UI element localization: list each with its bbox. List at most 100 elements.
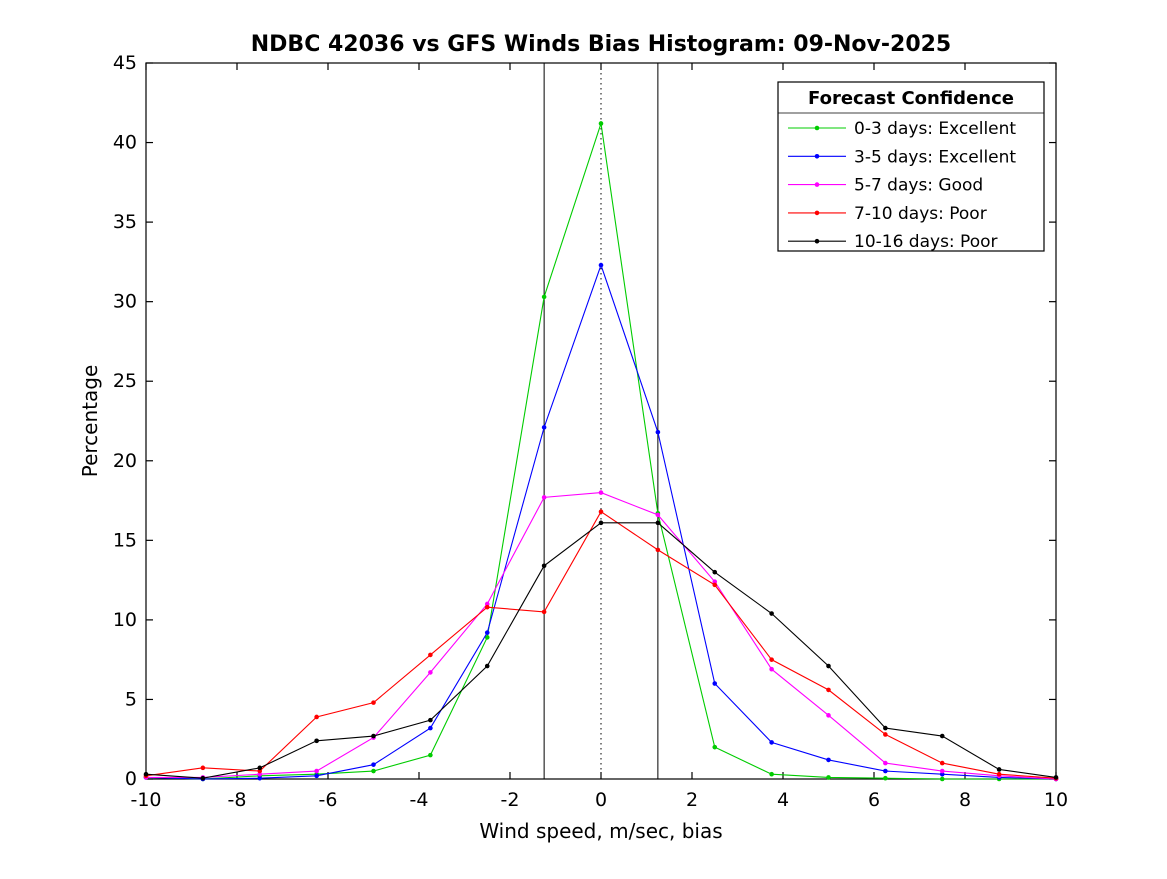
series-marker-4 <box>996 767 1002 772</box>
y-tick-label: 30 <box>113 291 137 313</box>
series-marker-4 <box>257 765 263 771</box>
series-marker-4 <box>1053 775 1059 780</box>
series-marker-3 <box>541 609 547 615</box>
series-marker-4 <box>428 717 433 723</box>
series-marker-1 <box>826 757 831 763</box>
series-marker-0 <box>939 776 945 782</box>
series-marker-1 <box>712 681 718 686</box>
legend-label-2: 5-7 days: Good <box>854 176 983 196</box>
series-marker-0 <box>826 775 831 780</box>
series-marker-2 <box>598 490 604 495</box>
series-marker-2 <box>712 579 718 585</box>
series-marker-3 <box>428 652 433 658</box>
series-marker-3 <box>769 657 774 662</box>
series-marker-2 <box>484 601 490 607</box>
x-tick-label: -8 <box>228 789 247 811</box>
series-marker-1 <box>541 425 547 430</box>
series-marker-2 <box>655 512 661 518</box>
series-marker-4 <box>371 733 376 739</box>
series-marker-2 <box>769 666 774 672</box>
x-axis-label: Wind speed, m/sec, bias <box>479 819 722 843</box>
series-marker-1 <box>769 740 774 745</box>
y-tick-label: 20 <box>113 450 137 472</box>
y-tick-label: 10 <box>113 609 137 631</box>
series-marker-0 <box>769 771 774 777</box>
series-marker-4 <box>598 520 604 526</box>
series-marker-4 <box>200 775 206 781</box>
x-tick-label: -10 <box>130 789 161 811</box>
series-marker-0 <box>883 775 888 781</box>
legend-title: Forecast Confidence <box>808 88 1014 109</box>
series-marker-4 <box>655 520 661 526</box>
series-marker-3 <box>484 604 490 610</box>
series-marker-3 <box>939 760 945 766</box>
series-marker-2 <box>883 760 888 766</box>
series-marker-3 <box>598 509 604 514</box>
legend-label-1: 3-5 days: Excellent <box>854 147 1016 167</box>
series-marker-4 <box>314 738 319 744</box>
legend-label-0: 0-3 days: Excellent <box>854 119 1016 139</box>
series-marker-0 <box>371 768 376 774</box>
series-marker-1 <box>939 771 945 777</box>
series-marker-4 <box>939 733 945 739</box>
series-marker-1 <box>655 429 661 435</box>
y-tick-label: 35 <box>113 211 137 233</box>
series-marker-3 <box>826 687 831 693</box>
x-tick-label: 4 <box>777 789 789 811</box>
y-tick-label: 25 <box>113 370 137 392</box>
legend: Forecast Confidence 0-3 days: Excellent 3-… <box>777 81 1045 252</box>
series-marker-0 <box>541 294 547 300</box>
series-marker-1 <box>371 762 376 767</box>
series-marker-2 <box>541 495 547 500</box>
legend-marker-0 <box>814 125 820 131</box>
y-tick-label: 0 <box>125 768 137 790</box>
legend-label-3: 7-10 days: Poor <box>854 204 987 224</box>
series-marker-1 <box>883 768 888 774</box>
series-marker-4 <box>883 725 888 731</box>
x-tick-label: 10 <box>1044 789 1068 811</box>
x-tick-label: 2 <box>686 789 698 811</box>
y-axis-label: Percentage <box>78 365 102 478</box>
series-marker-3 <box>883 732 888 737</box>
series-marker-3 <box>712 582 718 588</box>
series-marker-0 <box>712 744 718 750</box>
series-marker-4 <box>143 771 149 777</box>
y-tick-label: 5 <box>125 688 137 710</box>
series-marker-2 <box>314 768 319 774</box>
series-marker-2 <box>428 670 433 675</box>
series-marker-3 <box>314 714 319 720</box>
series-marker-4 <box>541 563 547 569</box>
x-tick-label: -4 <box>410 789 429 811</box>
series-marker-1 <box>314 773 319 779</box>
chart-title: NDBC 42036 vs GFS Winds Bias Histogram: … <box>251 32 952 57</box>
y-tick-label: 45 <box>113 52 137 74</box>
series-marker-3 <box>996 771 1002 777</box>
series-marker-1 <box>598 262 604 268</box>
series-marker-1 <box>484 630 490 635</box>
series-marker-2 <box>826 713 831 718</box>
series-marker-0 <box>428 752 433 758</box>
x-tick-label: 6 <box>868 789 880 811</box>
x-tick-label: 0 <box>595 789 607 811</box>
x-tick-label: -6 <box>319 789 338 811</box>
series-marker-3 <box>655 547 661 553</box>
y-tick-label: 15 <box>113 529 137 551</box>
series-marker-2 <box>257 771 263 777</box>
series-marker-4 <box>712 569 718 575</box>
series-marker-4 <box>769 611 774 616</box>
legend-marker-3 <box>814 210 820 216</box>
series-marker-2 <box>939 768 945 774</box>
legend-label-4: 10-16 days: Poor <box>854 232 998 252</box>
legend-marker-2 <box>814 182 820 187</box>
series-marker-0 <box>484 635 490 640</box>
x-tick-label: 8 <box>959 789 971 811</box>
series-marker-1 <box>428 725 433 731</box>
series-marker-3 <box>371 700 376 705</box>
x-tick-label: -2 <box>501 789 520 811</box>
plot-content: -10 -8 -6 -4 -2 0 2 4 6 8 10 0 5 10 15 20 25 30 35 40 45 <box>113 52 1068 811</box>
series-marker-4 <box>826 663 831 669</box>
series-line-2 <box>146 492 1057 780</box>
legend-marker-1 <box>814 154 820 159</box>
